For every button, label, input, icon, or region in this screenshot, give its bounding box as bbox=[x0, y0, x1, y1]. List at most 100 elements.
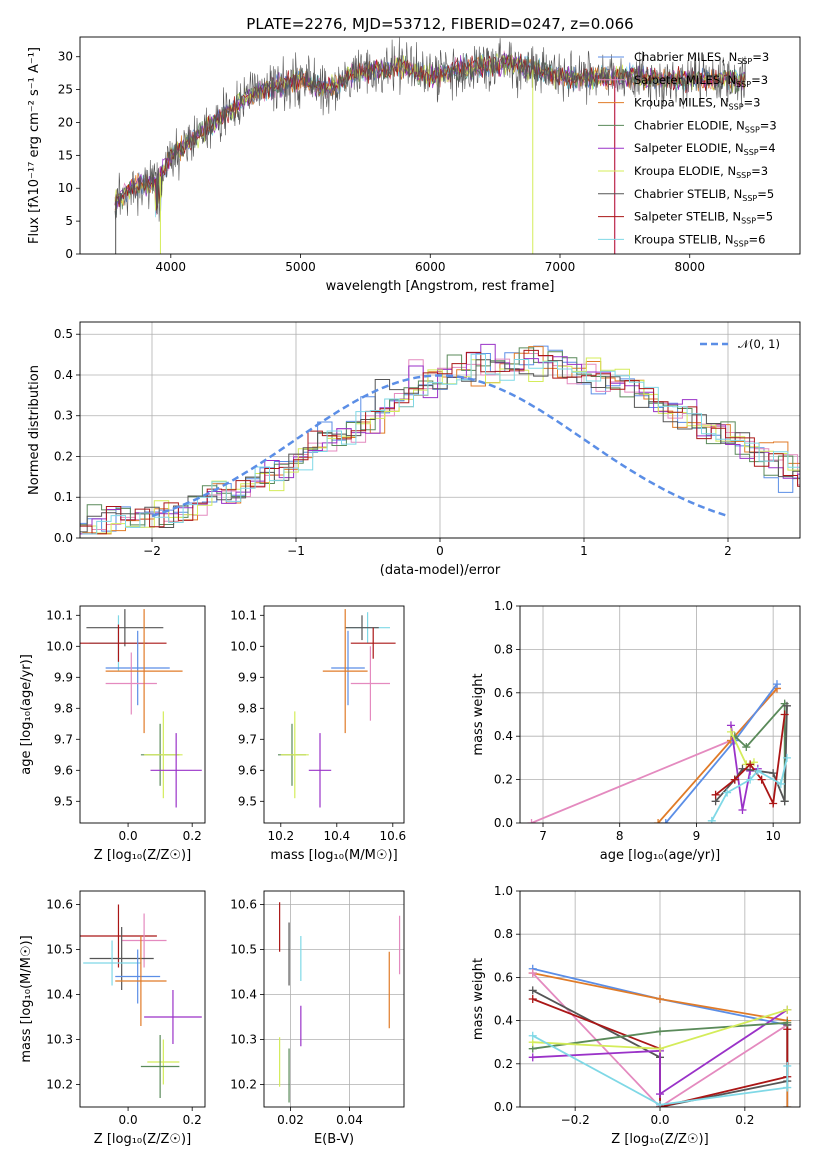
legend-label: Chabrier MILES, NSSP=3 bbox=[634, 50, 769, 66]
mass-weight-vs-metallicity-panel: −0.2 0.0 0.2 0.0 0.2 0.4 0.6 0.8 1.0 Z [log₁₀(Z/Z… bbox=[471, 884, 801, 1147]
y-tick-label: 9.6 bbox=[238, 763, 257, 777]
legend-subscript: SSP bbox=[737, 57, 752, 66]
y-tick-label: 1.0 bbox=[494, 599, 513, 613]
plus-marker bbox=[783, 1018, 792, 1027]
plus-marker bbox=[783, 1103, 792, 1107]
legend-label: Salpeter STELIB, NSSP=5 bbox=[634, 210, 773, 226]
legend-label: Salpeter ELODIE, NSSP=4 bbox=[634, 141, 776, 157]
x-tick-label: 0.04 bbox=[336, 1113, 363, 1127]
y-tick-label: 0.8 bbox=[494, 927, 513, 941]
plot-frame bbox=[519, 605, 801, 824]
plus-marker bbox=[528, 986, 537, 995]
plus-marker bbox=[772, 680, 781, 689]
x-tick-label: 0 bbox=[436, 544, 444, 558]
legend-subscript: SSP bbox=[736, 171, 751, 180]
y-tick-label: 9.8 bbox=[238, 701, 257, 715]
y-tick-label: 0.2 bbox=[54, 449, 73, 463]
legend-label: Kroupa ELODIE, NSSP=3 bbox=[634, 164, 768, 180]
normal-curve bbox=[151, 374, 729, 518]
plus-marker bbox=[528, 969, 537, 978]
plus-marker bbox=[661, 819, 670, 823]
plus-marker bbox=[656, 1044, 664, 1053]
plot-frame bbox=[519, 890, 801, 1108]
plus-marker bbox=[782, 753, 791, 762]
y-axis-label: mass weight bbox=[471, 958, 486, 1040]
legend-subscript: SSP bbox=[742, 194, 757, 203]
x-tick-label: 0.2 bbox=[183, 1113, 202, 1127]
y-axis-label: age [log₁₀(age/yr)] bbox=[19, 654, 34, 775]
figure-title: PLATE=2276, MJD=53712, FIBERID=0247, z=0… bbox=[246, 15, 633, 33]
residual-histogram-panel: −2 −1 0 1 2 0.0 0.1 0.2 0.3 0.4 0.5 (data-model)/er… bbox=[27, 321, 801, 578]
plot-frame bbox=[79, 605, 206, 824]
x-axis-label: E(B-V) bbox=[314, 1132, 354, 1147]
plus-marker bbox=[656, 995, 664, 1003]
age-vs-metallicity-panel: 0.0 0.2 9.5 9.6 9.7 9.8 9.9 10.0 10.1 Z [log₁₀(Z/… bbox=[19, 605, 206, 863]
legend-value: =5 bbox=[756, 210, 773, 224]
weight-line bbox=[532, 1009, 788, 1096]
plus-marker bbox=[753, 766, 762, 775]
y-tick-label: 15 bbox=[58, 148, 73, 162]
legend-label: Chabrier ELODIE, NSSP=3 bbox=[634, 118, 777, 134]
y-tick-label: 30 bbox=[58, 50, 73, 64]
plus-marker bbox=[726, 727, 735, 736]
legend-value: =3 bbox=[744, 96, 761, 110]
x-tick-label: 0.02 bbox=[277, 1113, 304, 1127]
x-tick-label: 10 bbox=[766, 829, 781, 843]
legend-value: =6 bbox=[749, 232, 766, 246]
x-tick-label: 8 bbox=[616, 829, 624, 843]
y-tick-label: 10.2 bbox=[46, 1078, 73, 1092]
histogram-step bbox=[82, 346, 800, 535]
legend-label: 𝒩(0, 1) bbox=[738, 337, 780, 351]
legend-value: =5 bbox=[757, 187, 774, 201]
plus-marker bbox=[723, 788, 732, 797]
plus-marker bbox=[769, 799, 778, 808]
y-tick-label: 10.1 bbox=[230, 608, 257, 622]
y-tick-label: 9.8 bbox=[54, 701, 73, 715]
y-tick-label: 9.7 bbox=[238, 732, 257, 746]
plot-frame bbox=[79, 321, 801, 539]
y-axis-label: Normed distribution bbox=[27, 365, 42, 495]
y-tick-label: 0.4 bbox=[494, 1014, 513, 1028]
plus-marker bbox=[707, 816, 716, 823]
y-tick-label: 0.8 bbox=[494, 642, 513, 656]
plus-marker bbox=[742, 743, 751, 752]
x-tick-label: 6000 bbox=[415, 260, 446, 274]
y-tick-label: 0.1 bbox=[54, 490, 73, 504]
x-tick-label: 0.2 bbox=[183, 829, 202, 843]
y-tick-label: 20 bbox=[58, 115, 73, 129]
plot-frame bbox=[79, 890, 206, 1108]
y-tick-label: 9.9 bbox=[54, 670, 73, 684]
weight-line bbox=[734, 701, 786, 802]
y-tick-label: 10.2 bbox=[230, 1078, 257, 1092]
plot-frame bbox=[79, 36, 801, 255]
y-axis-label: mass weight bbox=[471, 673, 486, 755]
x-axis-label: (data-model)/error bbox=[380, 563, 501, 578]
x-tick-label: 4000 bbox=[156, 260, 187, 274]
y-tick-label: 10.6 bbox=[46, 898, 73, 912]
x-tick-label: −2 bbox=[143, 544, 161, 558]
x-tick-label: 5000 bbox=[285, 260, 316, 274]
plus-marker bbox=[738, 805, 747, 814]
y-tick-label: 0.4 bbox=[494, 729, 513, 743]
y-tick-label: 10.1 bbox=[46, 608, 73, 622]
legend-subscript: SSP bbox=[729, 103, 744, 112]
x-tick-label: 0.2 bbox=[735, 1113, 754, 1127]
y-tick-label: 10.4 bbox=[46, 988, 73, 1002]
y-tick-label: 10.0 bbox=[46, 639, 73, 653]
age-vs-mass-panel: 10.2 10.4 10.6 9.5 9.6 9.7 9.8 9.9 10.0 10.1 mass … bbox=[230, 605, 406, 863]
plus-marker bbox=[656, 1027, 664, 1036]
x-axis-label: Z [log₁₀(Z/Z☉)] bbox=[94, 1132, 191, 1147]
y-axis-label: mass [log₁₀(M/M☉)] bbox=[19, 935, 34, 1062]
histogram-step bbox=[80, 349, 800, 535]
y-tick-label: 10.6 bbox=[230, 898, 257, 912]
plus-marker bbox=[780, 710, 789, 719]
plus-marker bbox=[782, 701, 791, 710]
legend-value: =3 bbox=[752, 50, 769, 64]
y-tick-label: 0.0 bbox=[494, 1100, 513, 1114]
plus-marker bbox=[527, 819, 536, 823]
x-tick-label: 10.4 bbox=[323, 829, 350, 843]
x-axis-label: Z [log₁₀(Z/Z☉)] bbox=[611, 1132, 708, 1147]
x-tick-label: −1 bbox=[287, 544, 305, 558]
plus-marker bbox=[528, 995, 537, 1003]
y-tick-label: 10.4 bbox=[230, 988, 257, 1002]
